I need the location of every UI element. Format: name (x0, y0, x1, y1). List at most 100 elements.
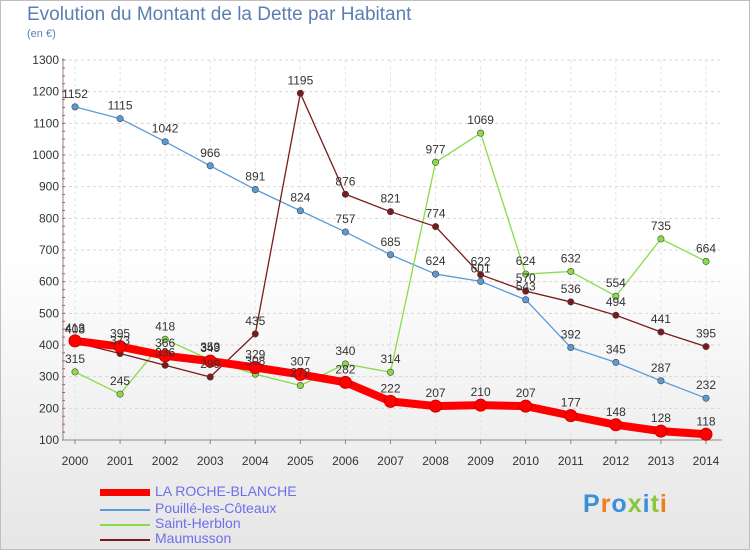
data-label: 494 (606, 295, 626, 309)
data-point (296, 382, 304, 390)
data-label: 299 (200, 357, 220, 371)
logo-letter: r (600, 490, 612, 518)
x-tick-label: 2013 (648, 454, 675, 468)
data-point (522, 270, 530, 278)
data-point (477, 129, 485, 137)
x-tick-label: 2011 (558, 454, 584, 468)
data-point (612, 358, 620, 366)
data-label: 272 (290, 366, 310, 380)
data-point (386, 251, 394, 259)
data-label: 245 (110, 374, 130, 388)
x-tick-label: 2006 (332, 454, 359, 468)
data-label: 685 (380, 235, 400, 249)
data-label: 632 (561, 252, 581, 266)
data-label: 624 (426, 254, 446, 268)
data-label: 128 (651, 411, 671, 425)
data-point (432, 158, 440, 166)
data-point (251, 330, 259, 338)
data-point (161, 138, 169, 146)
data-label: 232 (696, 378, 716, 392)
data-label: 413 (65, 321, 85, 335)
data-label: 207 (426, 386, 446, 400)
logo-letter: x (627, 490, 643, 518)
data-point (116, 115, 124, 123)
data-point (386, 208, 394, 216)
data-label: 395 (696, 327, 716, 341)
legend-swatch (100, 489, 150, 496)
logo-letter: P (583, 490, 601, 518)
data-label: 177 (561, 396, 581, 410)
data-point (386, 368, 394, 376)
logo-letter: t (650, 490, 660, 518)
data-label: 774 (426, 207, 446, 221)
legend-label: Maumusson (155, 530, 232, 546)
data-label: 1042 (152, 122, 179, 136)
data-label: 148 (606, 405, 626, 419)
data-label: 821 (380, 192, 400, 206)
data-label: 601 (471, 261, 491, 275)
data-label: 392 (561, 328, 581, 342)
data-label: 349 (200, 341, 220, 355)
data-label: 757 (335, 212, 355, 226)
data-point (206, 162, 214, 170)
data-label: 366 (155, 336, 175, 350)
x-tick-label: 2007 (377, 454, 404, 468)
data-label: 307 (290, 354, 310, 368)
data-label: 435 (245, 314, 265, 328)
data-label: 345 (606, 342, 626, 356)
data-label: 891 (245, 170, 265, 184)
data-point (612, 311, 620, 319)
data-point (68, 334, 82, 348)
data-point (338, 375, 352, 389)
data-label: 664 (696, 241, 716, 255)
data-label: 1069 (467, 113, 494, 127)
y-tick-label: 900 (39, 180, 59, 194)
data-point (564, 409, 578, 423)
y-tick-label: 500 (39, 306, 59, 320)
data-point (71, 368, 79, 376)
x-tick-label: 2005 (287, 454, 314, 468)
data-point (657, 377, 665, 385)
y-tick-label: 1100 (33, 116, 59, 130)
data-point (612, 292, 620, 300)
data-point (522, 287, 530, 295)
x-tick-label: 2003 (197, 454, 224, 468)
data-point (384, 394, 397, 408)
data-point (113, 340, 127, 354)
data-point (522, 296, 530, 304)
data-point (702, 343, 710, 351)
data-label: 1195 (287, 73, 313, 87)
data-point (567, 298, 575, 306)
x-tick-label: 2012 (603, 454, 630, 468)
chart-subtitle: (en €) (27, 28, 56, 40)
data-point (341, 228, 349, 236)
data-point (477, 277, 485, 285)
data-point (702, 394, 710, 402)
data-point (158, 349, 172, 363)
y-tick-label: 100 (39, 433, 59, 447)
data-point (432, 223, 440, 231)
data-point (609, 418, 623, 432)
data-label: 315 (65, 352, 85, 366)
data-label: 824 (290, 191, 310, 205)
data-point (341, 360, 349, 368)
data-point (203, 354, 217, 368)
x-tick-label: 2004 (242, 454, 269, 468)
legend-swatch (100, 509, 150, 511)
legend-label: Saint-Herblon (155, 515, 241, 531)
proxiti-logo: Proxiti (583, 490, 668, 519)
logo-letter: o (611, 490, 628, 518)
data-label: 395 (110, 327, 130, 341)
data-point (251, 186, 259, 194)
data-point (161, 335, 169, 343)
data-label: 966 (200, 146, 220, 160)
data-label: 622 (471, 255, 491, 269)
data-label: 1115 (108, 99, 133, 113)
data-label: 1152 (62, 87, 88, 101)
data-point (702, 257, 710, 265)
data-point (657, 328, 665, 336)
data-point (657, 235, 665, 243)
y-tick-label: 600 (39, 275, 59, 289)
data-label: 408 (65, 322, 85, 336)
